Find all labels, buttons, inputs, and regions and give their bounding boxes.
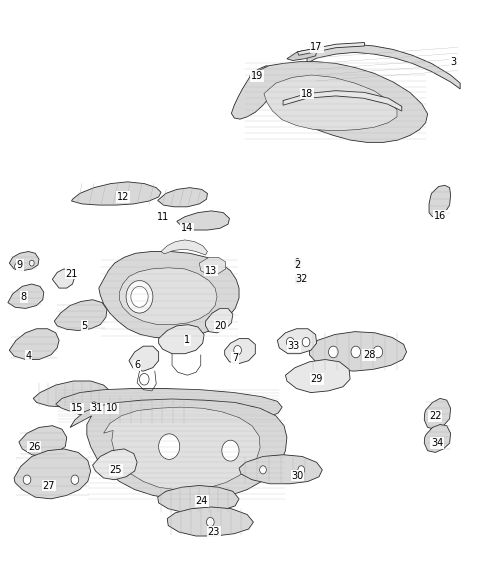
Circle shape <box>23 475 31 484</box>
Text: 34: 34 <box>431 438 444 448</box>
Polygon shape <box>307 44 460 89</box>
Text: 27: 27 <box>42 481 55 491</box>
Text: 14: 14 <box>181 223 193 233</box>
Polygon shape <box>104 407 260 489</box>
Text: 6: 6 <box>134 360 140 370</box>
Polygon shape <box>72 182 161 205</box>
Polygon shape <box>129 346 158 371</box>
Text: 18: 18 <box>301 88 313 98</box>
Text: 31: 31 <box>90 403 103 413</box>
Polygon shape <box>173 489 209 501</box>
Text: 15: 15 <box>71 403 84 413</box>
Circle shape <box>160 402 167 410</box>
Text: 29: 29 <box>311 374 323 384</box>
Text: 11: 11 <box>157 212 169 222</box>
Text: 22: 22 <box>429 411 442 421</box>
Polygon shape <box>205 308 233 333</box>
Text: 13: 13 <box>205 265 217 276</box>
Circle shape <box>71 475 79 484</box>
Polygon shape <box>33 381 110 407</box>
Circle shape <box>140 374 149 385</box>
Circle shape <box>298 466 305 474</box>
Polygon shape <box>239 455 323 484</box>
Text: 8: 8 <box>21 292 27 302</box>
Polygon shape <box>158 325 204 354</box>
Text: 21: 21 <box>65 268 78 279</box>
Polygon shape <box>157 485 239 513</box>
Text: 10: 10 <box>106 403 118 413</box>
Polygon shape <box>9 251 39 271</box>
Text: 12: 12 <box>117 192 129 202</box>
Circle shape <box>91 402 97 410</box>
Circle shape <box>158 434 180 459</box>
Circle shape <box>351 346 360 358</box>
Polygon shape <box>106 395 193 424</box>
Polygon shape <box>8 284 44 308</box>
Polygon shape <box>157 187 207 207</box>
Text: 16: 16 <box>434 211 446 221</box>
Circle shape <box>234 346 241 355</box>
Polygon shape <box>424 399 451 429</box>
Text: 20: 20 <box>215 321 227 331</box>
Text: 33: 33 <box>288 341 300 351</box>
Text: 25: 25 <box>109 465 122 475</box>
Circle shape <box>14 263 20 270</box>
Polygon shape <box>19 425 67 456</box>
Text: 7: 7 <box>232 353 239 363</box>
Polygon shape <box>167 507 253 536</box>
Polygon shape <box>199 257 226 275</box>
Circle shape <box>126 281 153 313</box>
Circle shape <box>287 338 294 347</box>
Polygon shape <box>429 185 451 217</box>
Polygon shape <box>250 66 273 80</box>
Polygon shape <box>225 339 255 364</box>
Polygon shape <box>231 62 428 143</box>
Circle shape <box>222 440 239 461</box>
Polygon shape <box>52 269 75 288</box>
Circle shape <box>302 338 310 347</box>
Text: 17: 17 <box>311 42 323 52</box>
Polygon shape <box>56 389 282 424</box>
Text: 3: 3 <box>450 56 456 67</box>
Text: 32: 32 <box>295 274 308 285</box>
Polygon shape <box>424 424 451 452</box>
Circle shape <box>328 346 338 358</box>
Polygon shape <box>99 251 239 339</box>
Polygon shape <box>54 300 107 331</box>
Text: 9: 9 <box>17 260 23 270</box>
Polygon shape <box>161 240 207 255</box>
Circle shape <box>206 517 214 527</box>
Polygon shape <box>70 399 287 500</box>
Polygon shape <box>283 91 402 111</box>
Circle shape <box>231 403 238 411</box>
Text: 1: 1 <box>184 335 191 345</box>
Polygon shape <box>310 332 407 371</box>
Text: 23: 23 <box>207 527 220 537</box>
Text: 2: 2 <box>294 260 300 270</box>
Text: 24: 24 <box>195 496 208 506</box>
Polygon shape <box>298 42 364 55</box>
Polygon shape <box>14 449 91 499</box>
Polygon shape <box>286 360 350 393</box>
Text: 30: 30 <box>291 471 303 481</box>
Polygon shape <box>9 329 59 360</box>
Text: 28: 28 <box>363 350 375 360</box>
Text: 26: 26 <box>28 442 40 452</box>
Polygon shape <box>120 268 217 325</box>
Polygon shape <box>93 449 137 480</box>
Polygon shape <box>287 49 317 61</box>
Polygon shape <box>277 329 317 354</box>
Polygon shape <box>264 75 397 131</box>
Circle shape <box>260 466 266 474</box>
Bar <box>295 276 300 283</box>
Circle shape <box>373 346 383 358</box>
Circle shape <box>295 258 300 265</box>
Text: 4: 4 <box>25 351 32 361</box>
Circle shape <box>131 286 148 307</box>
Polygon shape <box>177 211 229 230</box>
Text: 5: 5 <box>81 321 87 331</box>
Text: 19: 19 <box>251 71 263 81</box>
Circle shape <box>29 260 34 266</box>
